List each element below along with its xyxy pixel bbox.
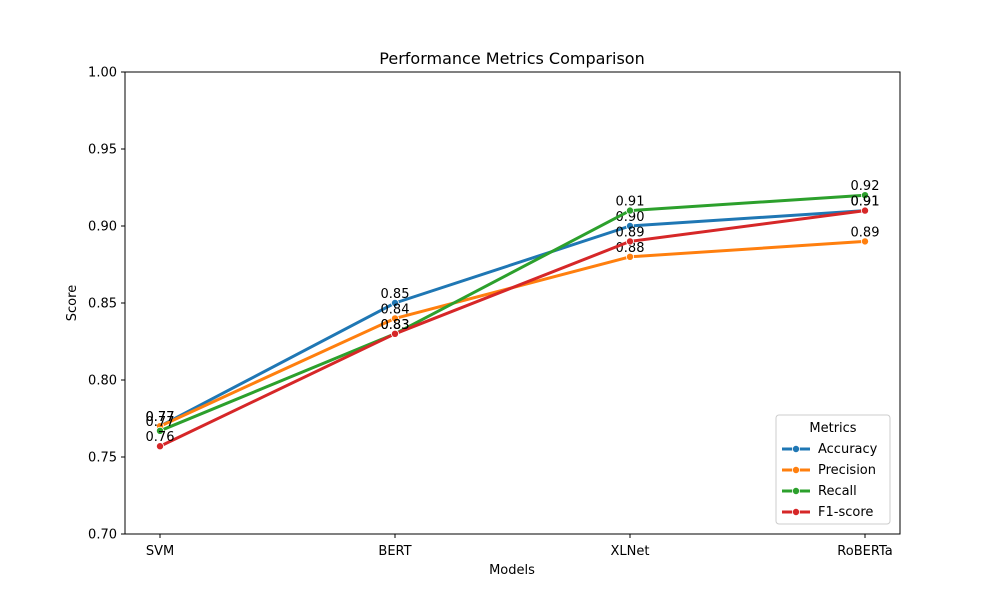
- series-recall: 0.770.830.910.92: [146, 179, 880, 435]
- series-line: [158, 209, 867, 448]
- data-label: 0.85: [381, 287, 410, 302]
- legend-swatch-marker: [792, 507, 801, 516]
- data-label: 0.83: [381, 318, 410, 333]
- data-label: 0.91: [851, 195, 880, 210]
- data-point: [390, 314, 399, 323]
- y-tick-label: 0.70: [88, 528, 117, 543]
- y-axis-title: Score: [65, 285, 80, 321]
- legend-swatch-marker: [792, 444, 801, 453]
- data-point: [155, 442, 164, 451]
- data-label: 0.84: [381, 302, 410, 317]
- chart-title: Performance Metrics Comparison: [379, 49, 644, 68]
- y-tick-label: 1.00: [88, 66, 117, 81]
- x-tick-label: BERT: [378, 544, 411, 559]
- data-label: 0.83: [381, 318, 410, 333]
- legend-title: Metrics: [809, 421, 856, 436]
- data-point: [861, 191, 870, 200]
- series-line: [158, 209, 867, 428]
- y-tick-label: 0.80: [88, 374, 117, 389]
- data-point: [861, 237, 870, 246]
- legend-label: Precision: [818, 463, 876, 478]
- y-tick-label: 0.75: [88, 451, 117, 466]
- legend-label: F1-score: [818, 505, 873, 520]
- series-line: [158, 193, 867, 433]
- data-point: [861, 206, 870, 215]
- series-f1-score: 0.76 0.83 0.89 0.91: [146, 195, 880, 451]
- x-tick-label: XLNet: [611, 544, 650, 559]
- plot-area: 0.70 0.75 0.80 0.85 0.90 0.95 1.00 SVM BERT XLNet…: [88, 66, 901, 559]
- data-label: 0.91: [851, 195, 880, 210]
- y-tick-label: 0.85: [88, 297, 117, 312]
- legend-label: Accuracy: [818, 442, 878, 457]
- legend-label: Recall: [818, 484, 857, 499]
- legend-swatch-marker: [792, 465, 801, 474]
- x-axis-title: Models: [489, 563, 535, 578]
- legend: Metrics Accuracy Precision Recall F1-score: [775, 414, 891, 525]
- data-point: [390, 298, 399, 307]
- y-tick-label: 0.90: [88, 220, 117, 235]
- legend-swatch-marker: [792, 486, 801, 495]
- legend-box: [775, 414, 891, 525]
- data-point: [626, 206, 635, 215]
- data-point: [626, 252, 635, 261]
- data-label: 0.91: [616, 195, 645, 210]
- data-point: [626, 221, 635, 230]
- data-label: 0.89: [851, 225, 880, 240]
- x-tick-label: RoBERTa: [837, 544, 892, 559]
- data-label: 0.89: [616, 225, 645, 240]
- x-tick-label: SVM: [146, 544, 174, 559]
- data-point: [626, 237, 635, 246]
- data-label: 0.77: [146, 415, 175, 430]
- y-tick-label: 0.95: [88, 143, 117, 158]
- data-point: [155, 426, 164, 435]
- data-label: 0.92: [851, 179, 880, 194]
- data-label: 0.76: [146, 430, 175, 445]
- data-label: 0.77: [146, 410, 175, 425]
- data-point: [390, 329, 399, 338]
